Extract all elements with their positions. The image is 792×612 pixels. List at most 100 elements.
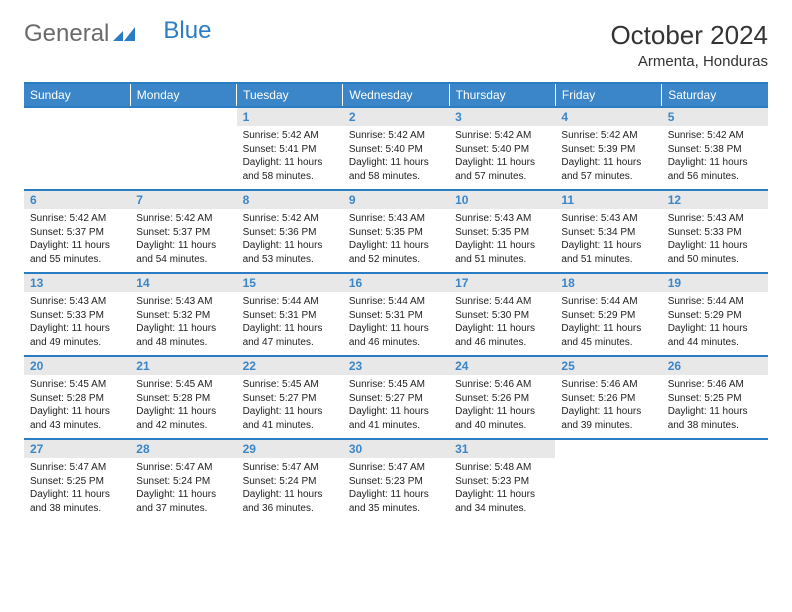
day-number: 8 — [237, 191, 343, 209]
location: Armenta, Honduras — [610, 53, 768, 70]
calendar-day-cell: 4Sunrise: 5:42 AMSunset: 5:39 PMDaylight… — [555, 107, 661, 190]
calendar-day-cell: 31Sunrise: 5:48 AMSunset: 5:23 PMDayligh… — [449, 439, 555, 521]
day-number: 6 — [24, 191, 130, 209]
day-number: 16 — [343, 274, 449, 292]
month-title: October 2024 — [610, 20, 768, 51]
day-number: 29 — [237, 440, 343, 458]
calendar-day-cell: 27Sunrise: 5:47 AMSunset: 5:25 PMDayligh… — [24, 439, 130, 521]
day-number: 20 — [24, 357, 130, 375]
day-details: Sunrise: 5:46 AMSunset: 5:25 PMDaylight:… — [662, 375, 768, 438]
day-details: Sunrise: 5:43 AMSunset: 5:34 PMDaylight:… — [555, 209, 661, 272]
dayhead-tuesday: Tuesday — [237, 84, 343, 107]
day-details: Sunrise: 5:44 AMSunset: 5:29 PMDaylight:… — [555, 292, 661, 355]
calendar-day-cell: 25Sunrise: 5:46 AMSunset: 5:26 PMDayligh… — [555, 356, 661, 439]
calendar-day-cell: 8Sunrise: 5:42 AMSunset: 5:36 PMDaylight… — [237, 190, 343, 273]
day-number: 3 — [449, 108, 555, 126]
calendar-day-cell: 23Sunrise: 5:45 AMSunset: 5:27 PMDayligh… — [343, 356, 449, 439]
calendar-day-cell: 19Sunrise: 5:44 AMSunset: 5:29 PMDayligh… — [662, 273, 768, 356]
day-number: 26 — [662, 357, 768, 375]
day-details: Sunrise: 5:47 AMSunset: 5:23 PMDaylight:… — [343, 458, 449, 521]
day-details: Sunrise: 5:46 AMSunset: 5:26 PMDaylight:… — [555, 375, 661, 438]
calendar-day-cell: 15Sunrise: 5:44 AMSunset: 5:31 PMDayligh… — [237, 273, 343, 356]
calendar-day-cell: 21Sunrise: 5:45 AMSunset: 5:28 PMDayligh… — [130, 356, 236, 439]
day-details: Sunrise: 5:48 AMSunset: 5:23 PMDaylight:… — [449, 458, 555, 521]
day-number: 25 — [555, 357, 661, 375]
day-details: Sunrise: 5:47 AMSunset: 5:25 PMDaylight:… — [24, 458, 130, 521]
day-details: Sunrise: 5:44 AMSunset: 5:30 PMDaylight:… — [449, 292, 555, 355]
day-details: Sunrise: 5:42 AMSunset: 5:40 PMDaylight:… — [343, 126, 449, 189]
day-details: Sunrise: 5:45 AMSunset: 5:27 PMDaylight:… — [343, 375, 449, 438]
calendar-day-cell: 5Sunrise: 5:42 AMSunset: 5:38 PMDaylight… — [662, 107, 768, 190]
calendar-day-cell: .. — [555, 439, 661, 521]
calendar-day-cell: 6Sunrise: 5:42 AMSunset: 5:37 PMDaylight… — [24, 190, 130, 273]
calendar-day-cell: 28Sunrise: 5:47 AMSunset: 5:24 PMDayligh… — [130, 439, 236, 521]
day-number: 11 — [555, 191, 661, 209]
day-number: 28 — [130, 440, 236, 458]
calendar-day-cell: 7Sunrise: 5:42 AMSunset: 5:37 PMDaylight… — [130, 190, 236, 273]
day-details: Sunrise: 5:47 AMSunset: 5:24 PMDaylight:… — [237, 458, 343, 521]
logo-icon — [113, 20, 135, 48]
day-details: Sunrise: 5:42 AMSunset: 5:39 PMDaylight:… — [555, 126, 661, 189]
day-details: Sunrise: 5:44 AMSunset: 5:31 PMDaylight:… — [343, 292, 449, 355]
calendar-day-cell: 26Sunrise: 5:46 AMSunset: 5:25 PMDayligh… — [662, 356, 768, 439]
day-details: Sunrise: 5:42 AMSunset: 5:37 PMDaylight:… — [130, 209, 236, 272]
day-number: 10 — [449, 191, 555, 209]
calendar-day-cell: 3Sunrise: 5:42 AMSunset: 5:40 PMDaylight… — [449, 107, 555, 190]
day-number: 7 — [130, 191, 236, 209]
day-details: Sunrise: 5:42 AMSunset: 5:41 PMDaylight:… — [237, 126, 343, 189]
day-number: 13 — [24, 274, 130, 292]
calendar-day-cell: 29Sunrise: 5:47 AMSunset: 5:24 PMDayligh… — [237, 439, 343, 521]
day-number: 22 — [237, 357, 343, 375]
calendar-day-cell: 30Sunrise: 5:47 AMSunset: 5:23 PMDayligh… — [343, 439, 449, 521]
day-number: 5 — [662, 108, 768, 126]
calendar-week-row: 27Sunrise: 5:47 AMSunset: 5:25 PMDayligh… — [24, 439, 768, 521]
title-area: October 2024 Armenta, Honduras — [610, 20, 768, 70]
day-number: 2 — [343, 108, 449, 126]
dayhead-monday: Monday — [130, 84, 236, 107]
day-number: 27 — [24, 440, 130, 458]
calendar-day-cell: 13Sunrise: 5:43 AMSunset: 5:33 PMDayligh… — [24, 273, 130, 356]
calendar-week-row: ....1Sunrise: 5:42 AMSunset: 5:41 PMDayl… — [24, 107, 768, 190]
day-number: 17 — [449, 274, 555, 292]
calendar-day-cell: 16Sunrise: 5:44 AMSunset: 5:31 PMDayligh… — [343, 273, 449, 356]
dayhead-sunday: Sunday — [24, 84, 130, 107]
day-details: Sunrise: 5:45 AMSunset: 5:28 PMDaylight:… — [24, 375, 130, 438]
logo: General Blue — [24, 20, 211, 48]
calendar-day-cell: 9Sunrise: 5:43 AMSunset: 5:35 PMDaylight… — [343, 190, 449, 273]
day-details: Sunrise: 5:43 AMSunset: 5:32 PMDaylight:… — [130, 292, 236, 355]
calendar-day-cell: 11Sunrise: 5:43 AMSunset: 5:34 PMDayligh… — [555, 190, 661, 273]
day-number: 31 — [449, 440, 555, 458]
day-details: Sunrise: 5:43 AMSunset: 5:35 PMDaylight:… — [343, 209, 449, 272]
day-details: Sunrise: 5:42 AMSunset: 5:37 PMDaylight:… — [24, 209, 130, 272]
calendar-week-row: 6Sunrise: 5:42 AMSunset: 5:37 PMDaylight… — [24, 190, 768, 273]
calendar-day-cell: .. — [130, 107, 236, 190]
calendar-day-cell: .. — [662, 439, 768, 521]
day-number: 21 — [130, 357, 236, 375]
dayhead-thursday: Thursday — [449, 84, 555, 107]
day-number: 1 — [237, 108, 343, 126]
header: General Blue October 2024 Armenta, Hondu… — [24, 20, 768, 70]
calendar-day-cell: 2Sunrise: 5:42 AMSunset: 5:40 PMDaylight… — [343, 107, 449, 190]
day-number: 15 — [237, 274, 343, 292]
day-number: 12 — [662, 191, 768, 209]
day-number: 4 — [555, 108, 661, 126]
day-details: Sunrise: 5:46 AMSunset: 5:26 PMDaylight:… — [449, 375, 555, 438]
day-number: 24 — [449, 357, 555, 375]
calendar-day-cell: 12Sunrise: 5:43 AMSunset: 5:33 PMDayligh… — [662, 190, 768, 273]
calendar-day-cell: 17Sunrise: 5:44 AMSunset: 5:30 PMDayligh… — [449, 273, 555, 356]
logo-text-general: General — [24, 20, 109, 48]
dayhead-friday: Friday — [555, 84, 661, 107]
logo-text-blue: Blue — [163, 17, 211, 45]
calendar-day-cell: .. — [24, 107, 130, 190]
calendar-day-cell: 10Sunrise: 5:43 AMSunset: 5:35 PMDayligh… — [449, 190, 555, 273]
calendar-day-cell: 14Sunrise: 5:43 AMSunset: 5:32 PMDayligh… — [130, 273, 236, 356]
day-details: Sunrise: 5:45 AMSunset: 5:28 PMDaylight:… — [130, 375, 236, 438]
calendar-day-cell: 1Sunrise: 5:42 AMSunset: 5:41 PMDaylight… — [237, 107, 343, 190]
day-details: Sunrise: 5:42 AMSunset: 5:36 PMDaylight:… — [237, 209, 343, 272]
day-number: 9 — [343, 191, 449, 209]
day-details: Sunrise: 5:43 AMSunset: 5:35 PMDaylight:… — [449, 209, 555, 272]
day-details: Sunrise: 5:43 AMSunset: 5:33 PMDaylight:… — [24, 292, 130, 355]
day-number: 23 — [343, 357, 449, 375]
calendar-week-row: 13Sunrise: 5:43 AMSunset: 5:33 PMDayligh… — [24, 273, 768, 356]
calendar: Sunday Monday Tuesday Wednesday Thursday… — [24, 82, 768, 521]
